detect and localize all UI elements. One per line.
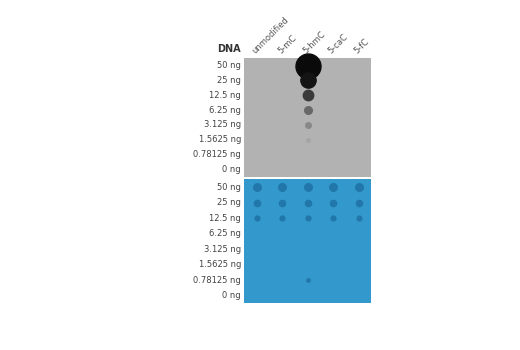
Text: 1.5625 ng: 1.5625 ng bbox=[199, 135, 241, 144]
Text: 50 ng: 50 ng bbox=[217, 183, 241, 192]
Text: 0 ng: 0 ng bbox=[223, 291, 241, 300]
Text: 0.78125 ng: 0.78125 ng bbox=[193, 150, 241, 159]
Text: 1.5625 ng: 1.5625 ng bbox=[199, 260, 241, 269]
Text: unmodified: unmodified bbox=[251, 15, 291, 56]
Text: 0.78125 ng: 0.78125 ng bbox=[193, 276, 241, 285]
Text: 5-mC: 5-mC bbox=[276, 33, 298, 56]
Text: 12.5 ng: 12.5 ng bbox=[210, 214, 241, 223]
Text: 6.25 ng: 6.25 ng bbox=[209, 106, 241, 114]
Text: 6.25 ng: 6.25 ng bbox=[209, 229, 241, 238]
Text: 0 ng: 0 ng bbox=[223, 165, 241, 174]
Text: 5-fC: 5-fC bbox=[352, 37, 371, 56]
Text: 3.125 ng: 3.125 ng bbox=[204, 245, 241, 254]
Text: 12.5 ng: 12.5 ng bbox=[210, 91, 241, 100]
Text: 5-hmC: 5-hmC bbox=[302, 30, 328, 56]
Text: 25 ng: 25 ng bbox=[217, 76, 241, 85]
Bar bbox=[244, 58, 371, 177]
Text: 3.125 ng: 3.125 ng bbox=[204, 120, 241, 130]
Text: DNA: DNA bbox=[217, 44, 241, 54]
Bar bbox=[244, 180, 371, 303]
Text: 5-caC: 5-caC bbox=[327, 32, 350, 56]
Text: 50 ng: 50 ng bbox=[217, 61, 241, 70]
Text: 25 ng: 25 ng bbox=[217, 198, 241, 207]
